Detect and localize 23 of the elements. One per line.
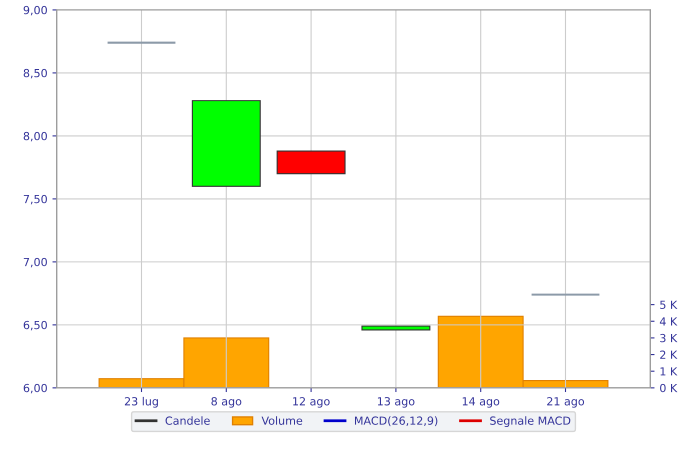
- y-tick-label: 9,00: [24, 6, 47, 16]
- legend-label: MACD(26,12,9): [354, 416, 438, 426]
- legend-label: Segnale MACD: [490, 416, 570, 427]
- y-tick-label: 7,00: [24, 258, 47, 268]
- y2-tick-label: 4 K: [660, 317, 678, 326]
- x-tick-label: 13 ago: [378, 397, 414, 408]
- x-tick-label: 21 ago: [547, 397, 584, 408]
- y-tick-label: 8,00: [24, 132, 47, 142]
- y2-tick-label: 0 K: [660, 384, 678, 392]
- y2-tick-label: 3 K: [660, 334, 678, 342]
- legend-label: Candele: [166, 416, 210, 425]
- legend-label: Volume: [262, 416, 302, 425]
- y-tick-label: 6,50: [24, 320, 47, 330]
- y2-tick-label: 1 K: [660, 367, 678, 376]
- y2-tick-label: 2 K: [660, 350, 678, 359]
- y2-tick-label: 5 K: [660, 300, 678, 309]
- y-tick-label: 7,50: [24, 194, 47, 204]
- x-tick-label: 12 ago: [293, 397, 330, 408]
- x-tick-label: 8 ago: [211, 397, 242, 408]
- y-tick-label: 8,50: [24, 68, 47, 78]
- x-tick-label: 14 ago: [462, 397, 500, 408]
- y-tick-label: 6,00: [24, 384, 47, 394]
- x-tick-label: 23 lug: [124, 396, 158, 408]
